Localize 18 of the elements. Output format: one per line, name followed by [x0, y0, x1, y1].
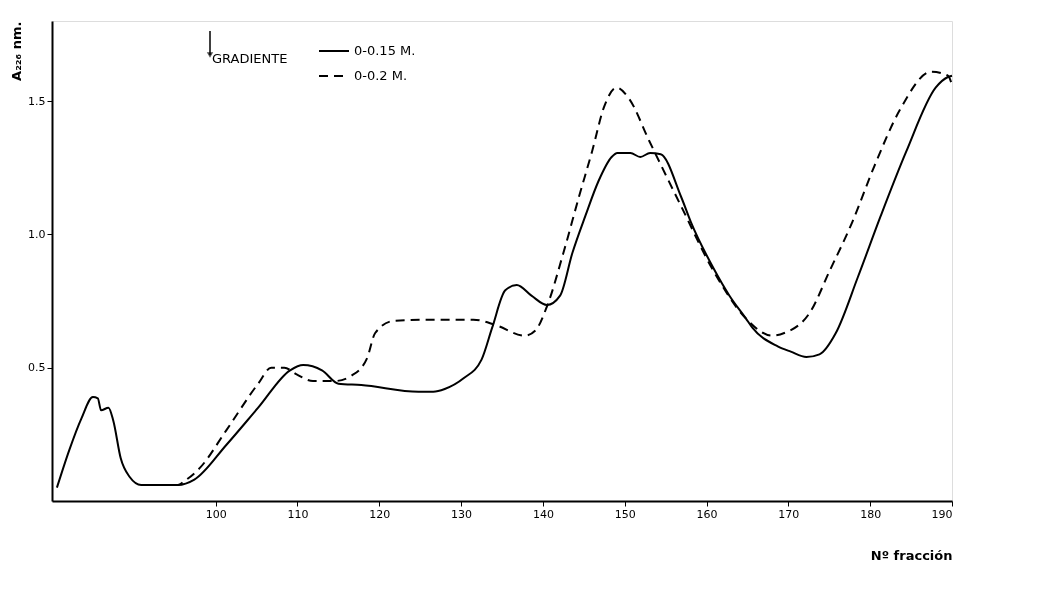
x-tick-label: 190 [931, 507, 953, 521]
x-tick-label: 100 [205, 507, 227, 521]
x-tick-label: 110 [287, 507, 309, 521]
legend-label: 0-0.15 M. [354, 43, 416, 58]
y-axis-title: A₂₂₆ nm. [9, 21, 25, 81]
legend-label: 0-0.2 M. [354, 68, 408, 83]
x-tick-label: 170 [778, 507, 800, 521]
x-tick-label: 150 [614, 507, 636, 521]
x-tick-label: 140 [532, 507, 554, 521]
y-tick-label: 1.5 [28, 94, 46, 108]
x-axis-title: Nº fracción [870, 547, 953, 563]
y-tick-label: 1.0 [28, 227, 46, 241]
x-tick-label: 130 [451, 507, 473, 521]
legend-title: GRADIENTE [212, 51, 288, 66]
x-tick-label: 120 [369, 507, 391, 521]
x-tick-label: 160 [696, 507, 718, 521]
y-tick-label: 0.5 [28, 361, 46, 375]
x-tick-label: 180 [860, 507, 882, 521]
